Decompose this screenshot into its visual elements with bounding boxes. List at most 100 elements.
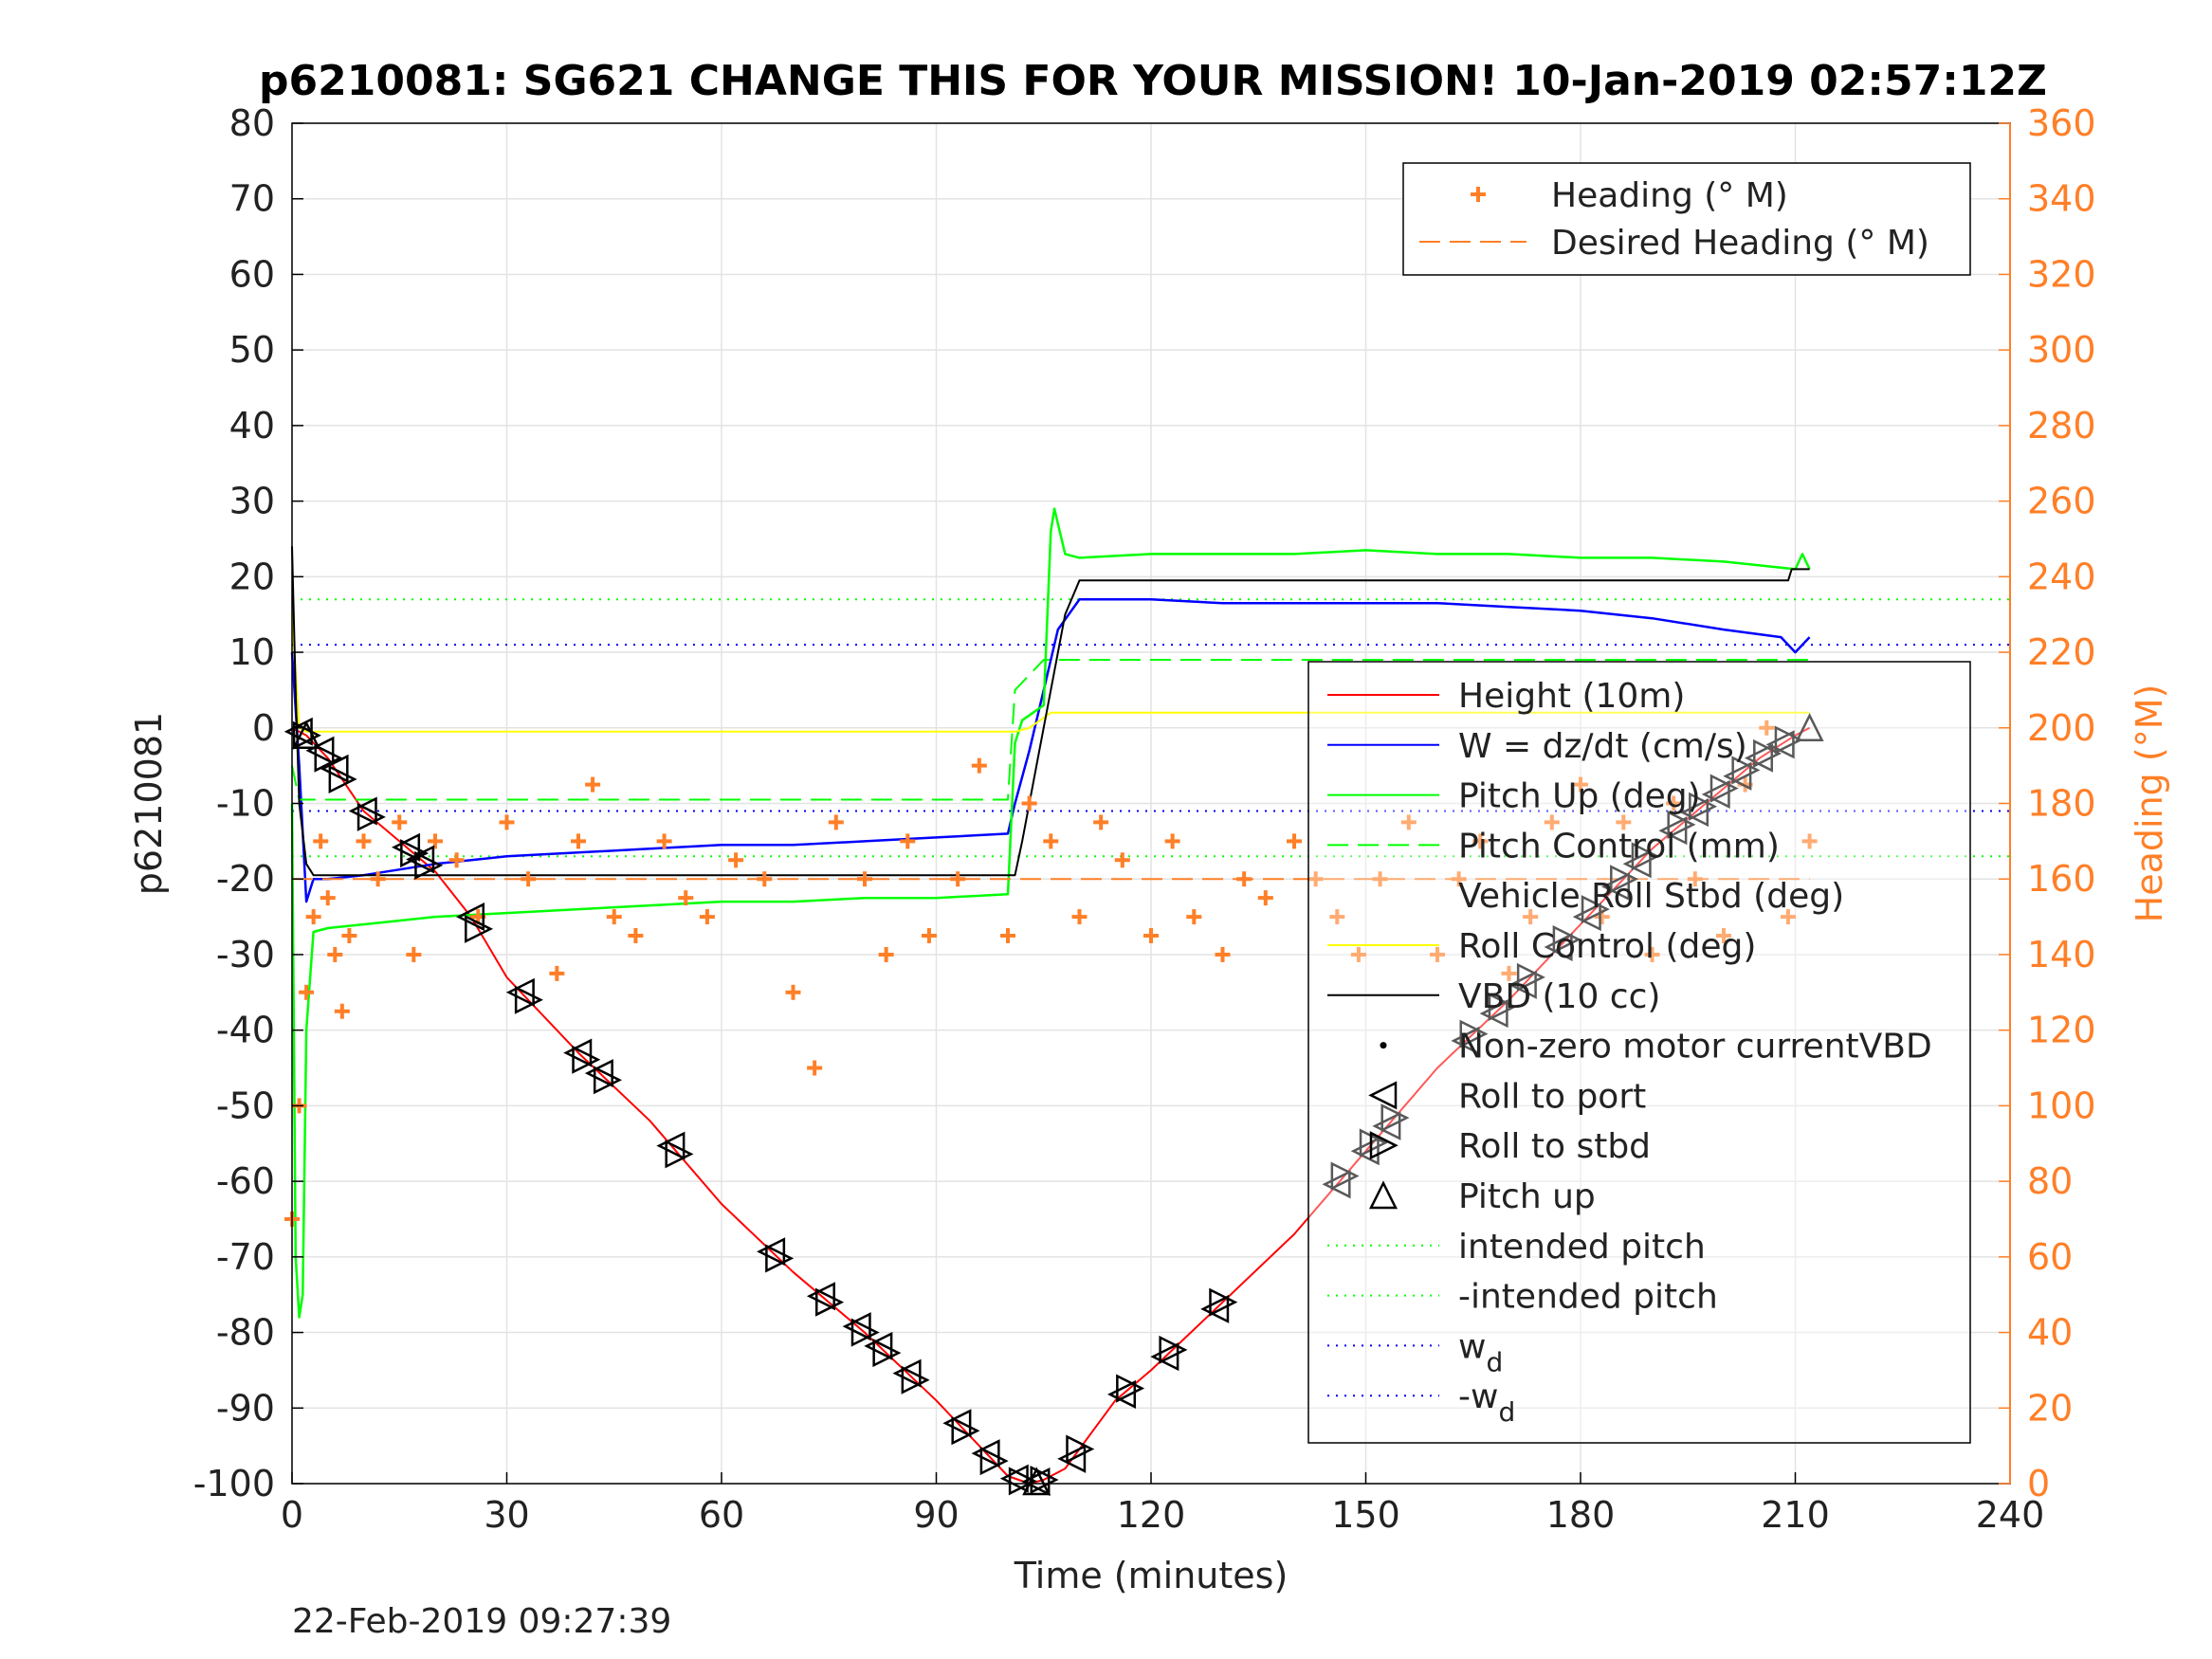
heading-point <box>1071 909 1088 925</box>
roll-to-port-marker <box>1544 932 1573 961</box>
x-axis-label: Time (minutes) <box>1014 1555 1289 1596</box>
heading-point <box>1186 909 1202 925</box>
heading-point <box>785 984 801 1000</box>
heading-point <box>392 814 408 830</box>
heading-point <box>305 909 321 925</box>
roll-to-port-marker <box>1150 1342 1179 1372</box>
legend-subscript: d <box>1486 1346 1503 1377</box>
roll-to-stbd-marker <box>593 1066 622 1095</box>
heading-point <box>1644 946 1660 962</box>
y-tick-label-right: 140 <box>2027 934 2096 975</box>
roll-to-port-marker <box>584 1059 613 1088</box>
roll-to-port-marker <box>1622 849 1652 879</box>
y-tick-label-right: 120 <box>2027 1010 2096 1051</box>
y-tick-label-left: 0 <box>252 707 275 749</box>
heading-point <box>1616 814 1632 830</box>
roll-to-port-marker <box>1572 902 1601 932</box>
pitch-up-marker <box>1795 712 1824 742</box>
legend-label-intended-pitch-11: intended pitch <box>1458 1228 1706 1267</box>
roll-to-port-marker <box>1701 779 1730 809</box>
roll-to-stbd-marker <box>1689 792 1718 821</box>
heading-point <box>1350 946 1366 962</box>
heading-point <box>900 833 916 849</box>
y-tick-label-left: 50 <box>229 329 275 371</box>
heading-point <box>878 946 894 962</box>
legend-label-roll-to-port-8: Roll to port <box>1458 1077 1646 1116</box>
roll-to-stbd-marker <box>414 850 444 880</box>
y-tick-label-left: 20 <box>229 556 275 597</box>
roll-to-port-marker <box>656 1131 686 1160</box>
legend-desired-heading-label: Desired Heading (° M) <box>1551 224 1929 263</box>
heading-point <box>571 833 586 849</box>
y-axis-label-left: p6210081 <box>128 712 170 895</box>
heading-point <box>1257 890 1273 906</box>
x-tick-label: 150 <box>1331 1494 1400 1536</box>
y-tick-label-left: 60 <box>229 253 275 295</box>
heading-point <box>313 833 329 849</box>
y-tick-label-right: 80 <box>2027 1160 2073 1202</box>
heading-point <box>1043 833 1059 849</box>
roll-to-stbd-marker <box>951 1416 980 1446</box>
x-tick-label: 0 <box>281 1494 303 1536</box>
heading-point <box>1143 928 1159 944</box>
roll-to-port-marker <box>1350 1137 1380 1166</box>
heading-point <box>1430 946 1445 962</box>
y-tick-label-left: -50 <box>216 1085 275 1126</box>
x-tick-label: 30 <box>484 1494 529 1536</box>
roll-to-port-marker <box>505 977 535 1007</box>
roll-to-port-marker <box>1322 1170 1351 1199</box>
heading-point <box>1472 833 1489 849</box>
y-tick-label-right: 40 <box>2027 1312 2073 1354</box>
x-tick-label: 180 <box>1546 1494 1616 1536</box>
roll-to-port-marker <box>1021 1467 1051 1497</box>
heading-point <box>1400 814 1417 830</box>
x-tick-label: 60 <box>699 1494 744 1536</box>
legend-label-pitch-up-deg-2: Pitch Up (deg) <box>1458 777 1701 816</box>
heading-point <box>1021 795 1037 811</box>
legend-heading: Heading (° M) Desired Heading (° M) <box>1402 162 1971 276</box>
roll-to-stbd-marker <box>1552 924 1581 955</box>
y-tick-label-right: 240 <box>2027 556 2096 597</box>
roll-to-stbd-marker <box>314 743 343 773</box>
heading-point <box>921 928 937 944</box>
heading-point <box>499 814 515 830</box>
y-tick-label-left: -70 <box>216 1236 275 1278</box>
heading-point <box>1501 965 1517 981</box>
series-line-w-dz-dt-cm-s <box>290 598 1811 903</box>
legend-swatch-roll-to-port <box>1368 1081 1398 1110</box>
heading-point <box>628 928 644 944</box>
y-tick-label-right: 260 <box>2027 481 2096 522</box>
y-tick-label-right: 160 <box>2027 858 2096 900</box>
roll-to-port-marker <box>406 845 435 874</box>
series-line-pitch-control-mm <box>291 659 1810 801</box>
x-tick-label: 90 <box>913 1494 959 1536</box>
roll-to-port-marker <box>455 902 484 932</box>
roll-to-stbd-marker <box>1159 1335 1188 1364</box>
heading-point <box>1000 928 1015 944</box>
y-tick-label-left: 40 <box>229 405 275 447</box>
heading-point <box>678 890 694 906</box>
heading-point <box>1164 833 1180 849</box>
legend-label-non-zero-motor-currentvbd-7: Non-zero motor currentVBD <box>1458 1028 1932 1066</box>
roll-to-port-marker <box>892 1358 922 1388</box>
heading-point <box>699 909 715 925</box>
markers-layer <box>283 712 1824 1497</box>
roll-to-port-marker <box>1372 1111 1401 1140</box>
y-tick-label-right: 360 <box>2027 102 2096 144</box>
legend-main: Height (10m) W = dz/dt (cm/s) Pitch Up (de… <box>1307 661 1971 1444</box>
heading-point <box>549 965 565 981</box>
series-line-vbd-10-cc <box>291 546 1810 877</box>
y-tick-label-left: 10 <box>229 631 275 673</box>
roll-to-port-marker <box>806 1282 835 1311</box>
roll-to-port-marker <box>1600 872 1630 902</box>
roll-to-port-marker <box>842 1312 871 1341</box>
axes: 0 30 60 90 120 150 180 210 24080706050403020100-… <box>193 102 2096 1536</box>
y-tick-label-left: 30 <box>229 481 275 522</box>
legend-label-roll-control-deg-5: Roll Control (deg) <box>1458 927 1756 966</box>
y-tick-label-right: 0 <box>2027 1463 2050 1504</box>
y-tick-label-left: 80 <box>229 102 275 144</box>
heading-point <box>971 757 987 774</box>
legend-subscript: d <box>1498 1396 1515 1428</box>
y-tick-label-left: -30 <box>216 934 275 975</box>
